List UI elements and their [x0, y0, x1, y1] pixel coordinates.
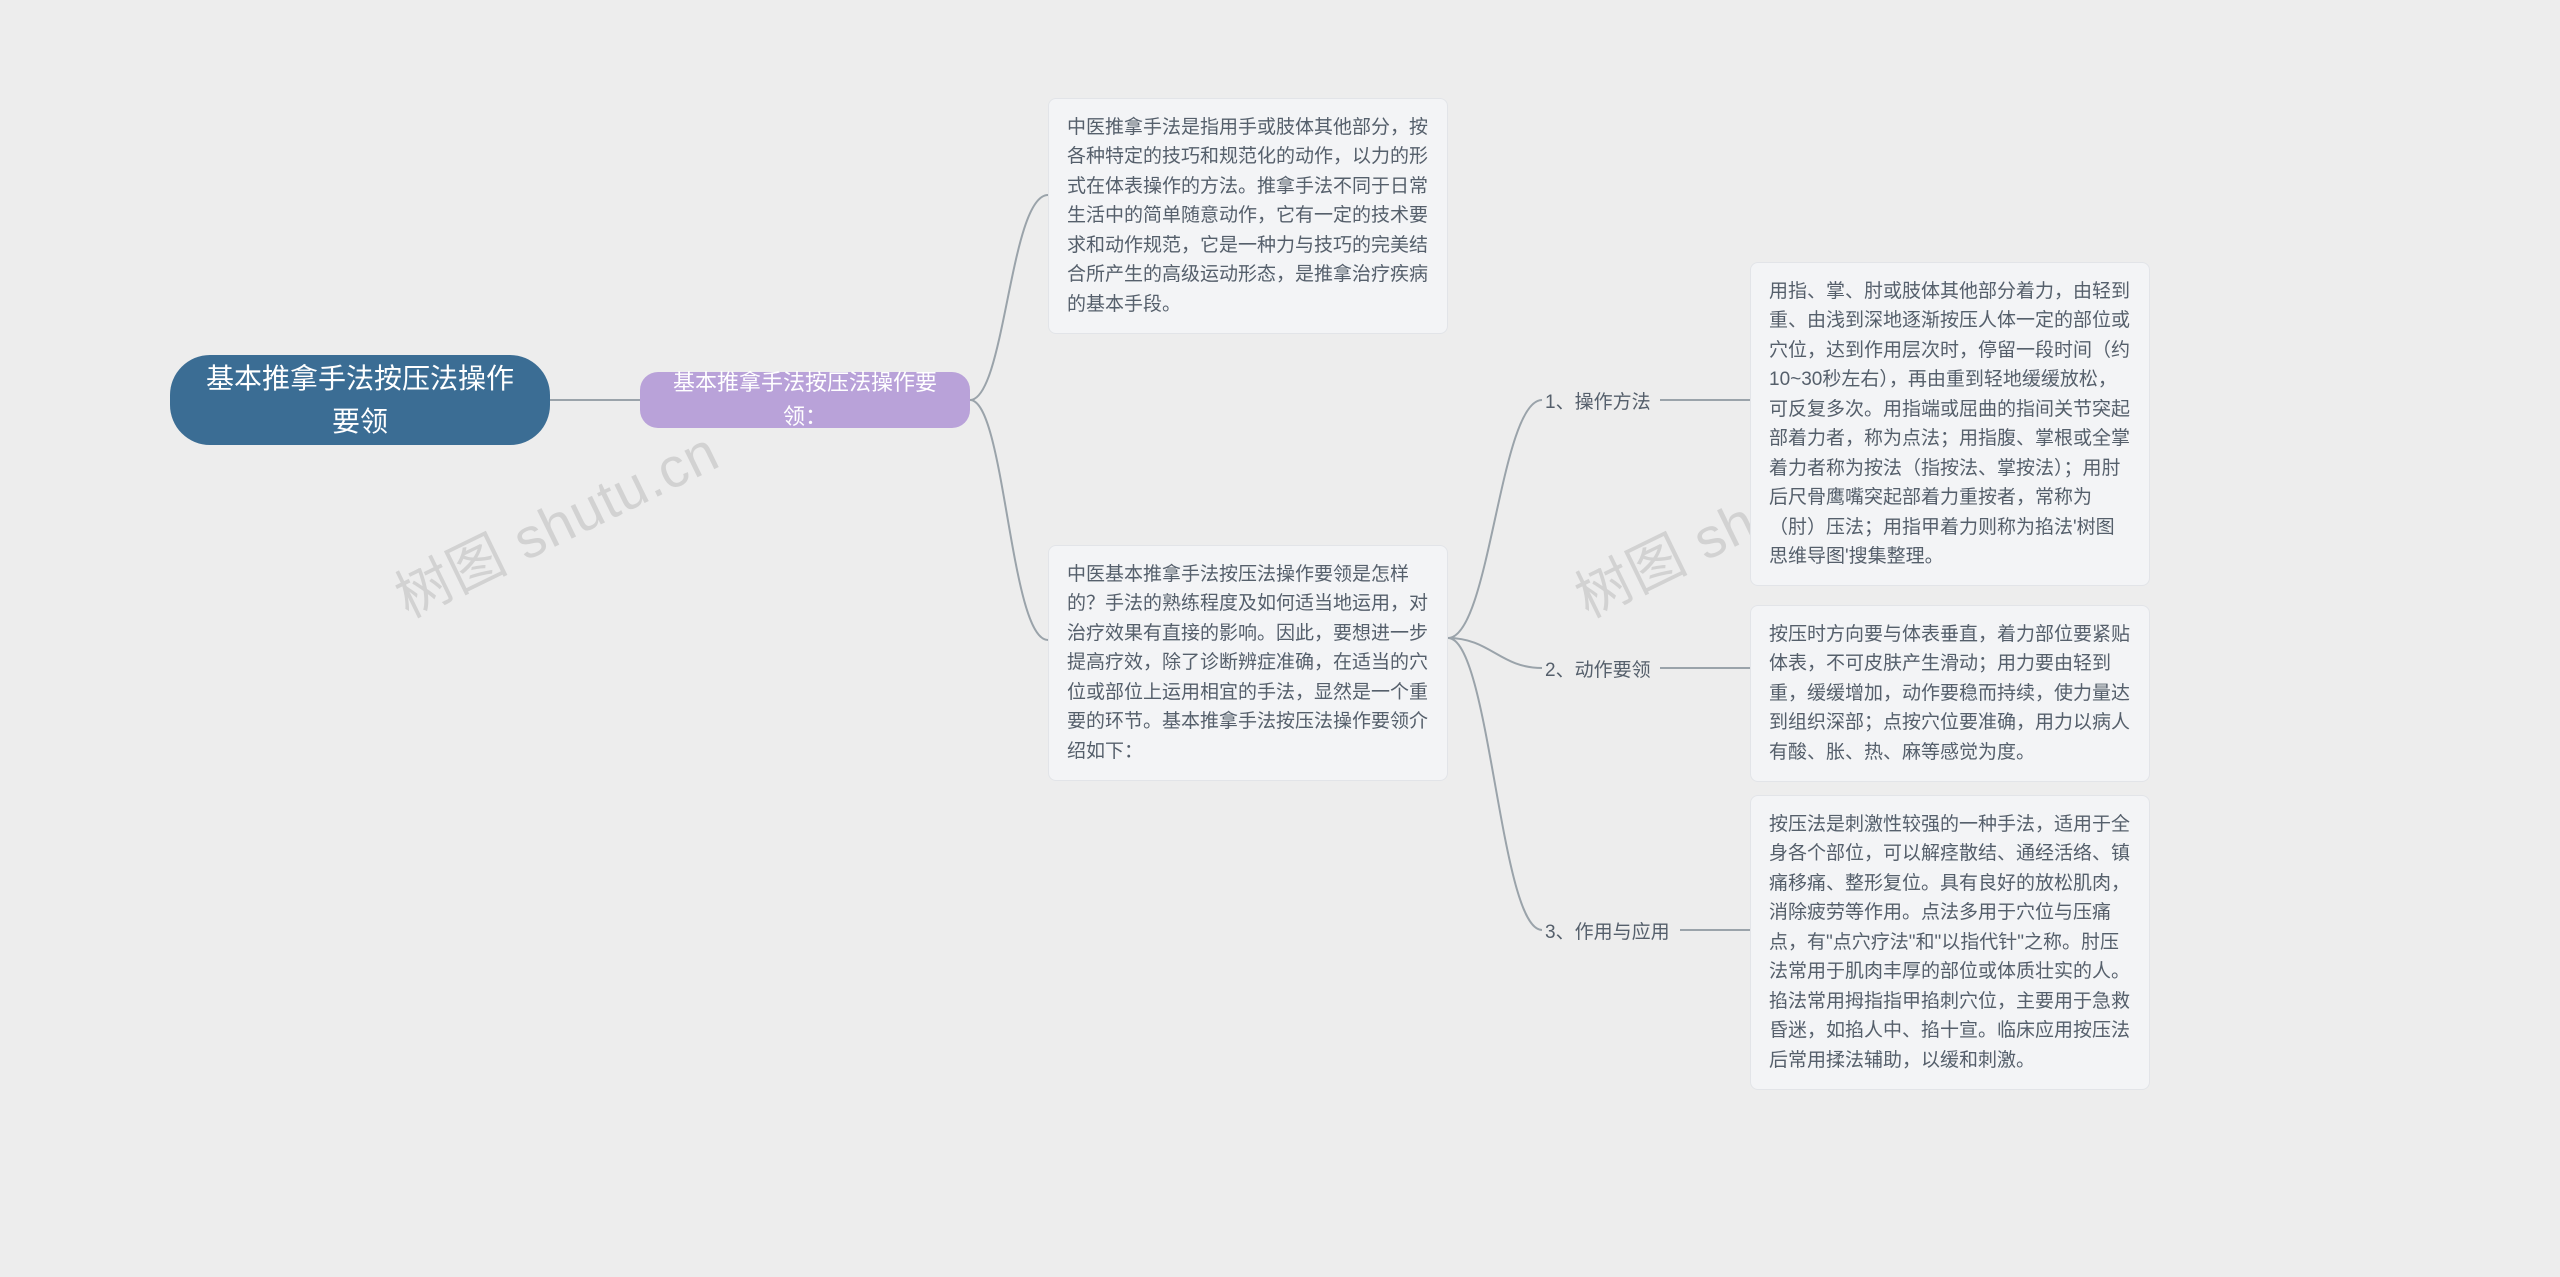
edge	[970, 195, 1048, 400]
level1-node[interactable]: 基本推拿手法按压法操作要领：	[640, 372, 970, 428]
level3-box-1[interactable]: 用指、掌、肘或肢体其他部分着力，由轻到重、由浅到深地逐渐按压人体一定的部位或穴位…	[1750, 262, 2150, 586]
level3-box-2[interactable]: 按压时方向要与体表垂直，着力部位要紧贴体表，不可皮肤产生滑动；用力要由轻到重，缓…	[1750, 605, 2150, 782]
edge	[1448, 400, 1542, 638]
edge	[970, 400, 1048, 640]
edge	[1448, 638, 1542, 930]
level2-overview-box[interactable]: 中医基本推拿手法按压法操作要领是怎样的？手法的熟练程度及如何适当地运用，对治疗效…	[1048, 545, 1448, 781]
edge	[1448, 638, 1542, 668]
level3-label-2[interactable]: 2、动作要领	[1545, 656, 1651, 685]
root-node[interactable]: 基本推拿手法按压法操作 要领	[170, 355, 550, 445]
level3-box-3[interactable]: 按压法是刺激性较强的一种手法，适用于全身各个部位，可以解痉散结、通经活络、镇痛移…	[1750, 795, 2150, 1090]
level2-intro-box[interactable]: 中医推拿手法是指用手或肢体其他部分，按各种特定的技巧和规范化的动作，以力的形式在…	[1048, 98, 1448, 334]
level3-label-3[interactable]: 3、作用与应用	[1545, 918, 1670, 947]
level3-label-1[interactable]: 1、操作方法	[1545, 388, 1651, 417]
mindmap-canvas: 树图 shutu.cn 树图 shutu.cn 基本推拿手法按压法操作 要领 基…	[0, 0, 2560, 1277]
